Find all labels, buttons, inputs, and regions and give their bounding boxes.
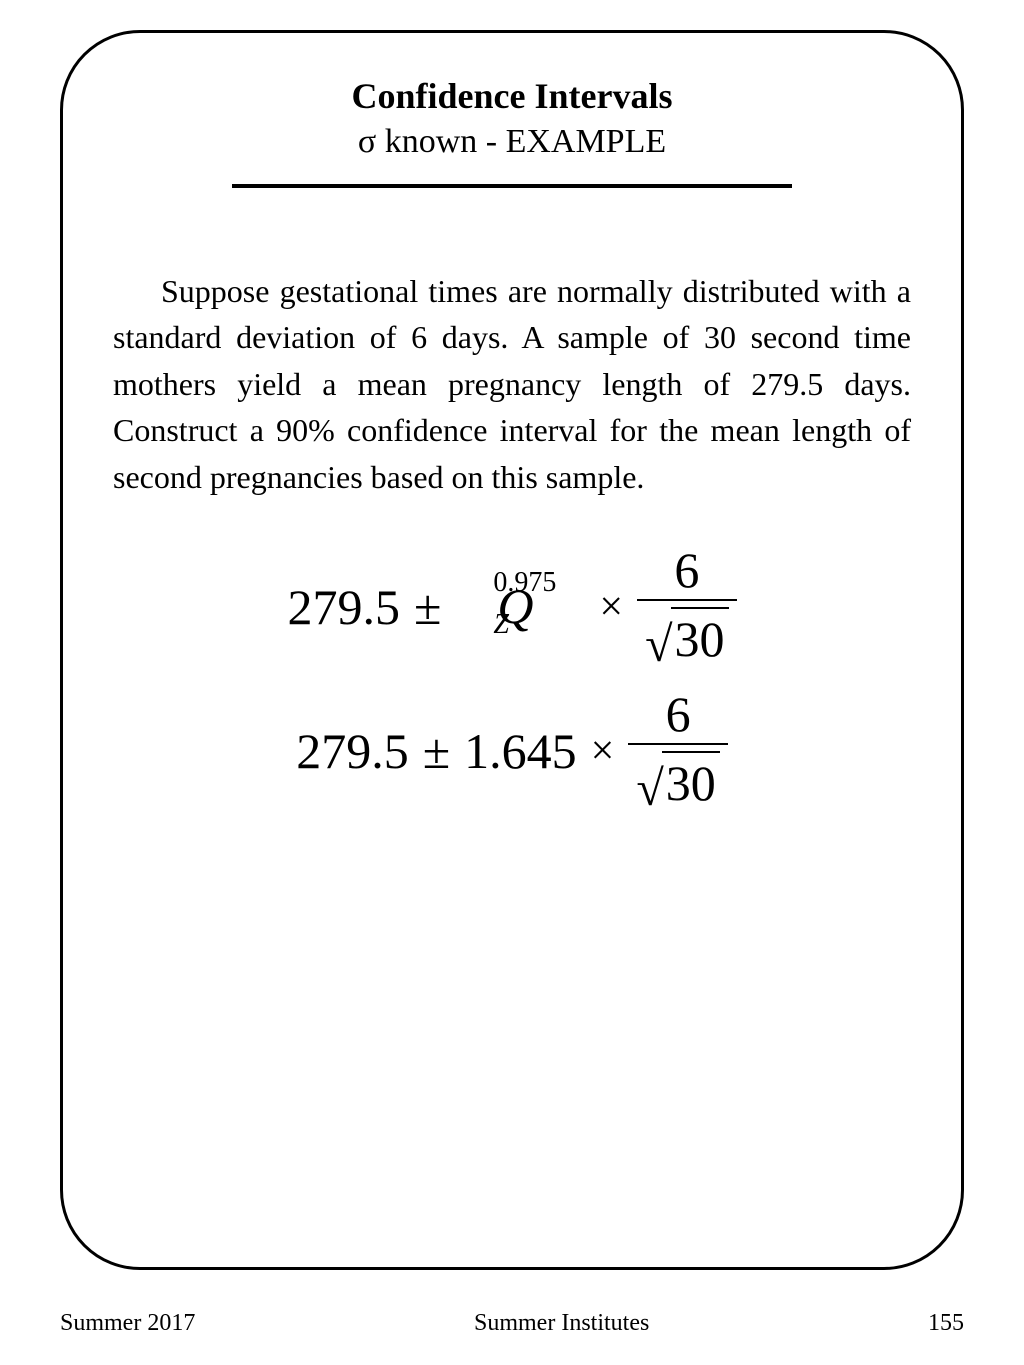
fraction-denominator: √ 30 — [628, 743, 727, 813]
sqrt-1: √ 30 — [645, 607, 728, 669]
footer-right: 155 — [928, 1310, 964, 1337]
equation-line-1: 279.5 ± Q 0.975 Z × 6 √ 30 — [113, 545, 911, 669]
equations-block: 279.5 ± Q 0.975 Z × 6 √ 30 — [113, 545, 911, 813]
fraction-1: 6 √ 30 — [637, 545, 736, 669]
times-symbol: × — [599, 583, 623, 631]
title-sub: σ known - EXAMPLE — [113, 120, 911, 164]
q-subscript: Z — [493, 609, 509, 641]
radicand: 30 — [671, 607, 729, 669]
q-superscript: 0.975 — [493, 567, 556, 599]
footer-left: Summer 2017 — [60, 1310, 195, 1337]
equation-line-2: 279.5 ± 1.645 × 6 √ 30 — [113, 689, 911, 813]
radical-symbol: √ — [645, 619, 672, 669]
quantile-qz: Q 0.975 Z — [455, 577, 575, 637]
fraction-2: 6 √ 30 — [628, 689, 727, 813]
z-value: 1.645 — [464, 722, 577, 780]
times-symbol: × — [591, 727, 615, 775]
radicand: 30 — [662, 751, 720, 813]
fraction-numerator: 6 — [666, 545, 707, 599]
rounded-frame: Confidence Intervals σ known - EXAMPLE S… — [60, 30, 964, 1270]
page: Confidence Intervals σ known - EXAMPLE S… — [0, 0, 1024, 1365]
title-block: Confidence Intervals σ known - EXAMPLE — [113, 73, 911, 164]
fraction-denominator: √ 30 — [637, 599, 736, 669]
horizontal-rule — [232, 184, 792, 188]
page-footer: Summer 2017 Summer Institutes 155 — [60, 1310, 964, 1337]
plus-minus: ± — [414, 578, 441, 636]
footer-center: Summer Institutes — [474, 1310, 649, 1337]
sqrt-2: √ 30 — [636, 751, 719, 813]
body-paragraph: Suppose gestational times are normally d… — [113, 268, 911, 500]
radical-symbol: √ — [636, 763, 663, 813]
mean-value: 279.5 — [287, 578, 400, 636]
plus-minus: ± — [423, 722, 450, 780]
title-main: Confidence Intervals — [113, 73, 911, 120]
sigma-symbol: σ — [358, 123, 376, 160]
title-sub-text: known - EXAMPLE — [376, 123, 666, 160]
mean-value: 279.5 — [296, 722, 409, 780]
fraction-numerator: 6 — [658, 689, 699, 743]
